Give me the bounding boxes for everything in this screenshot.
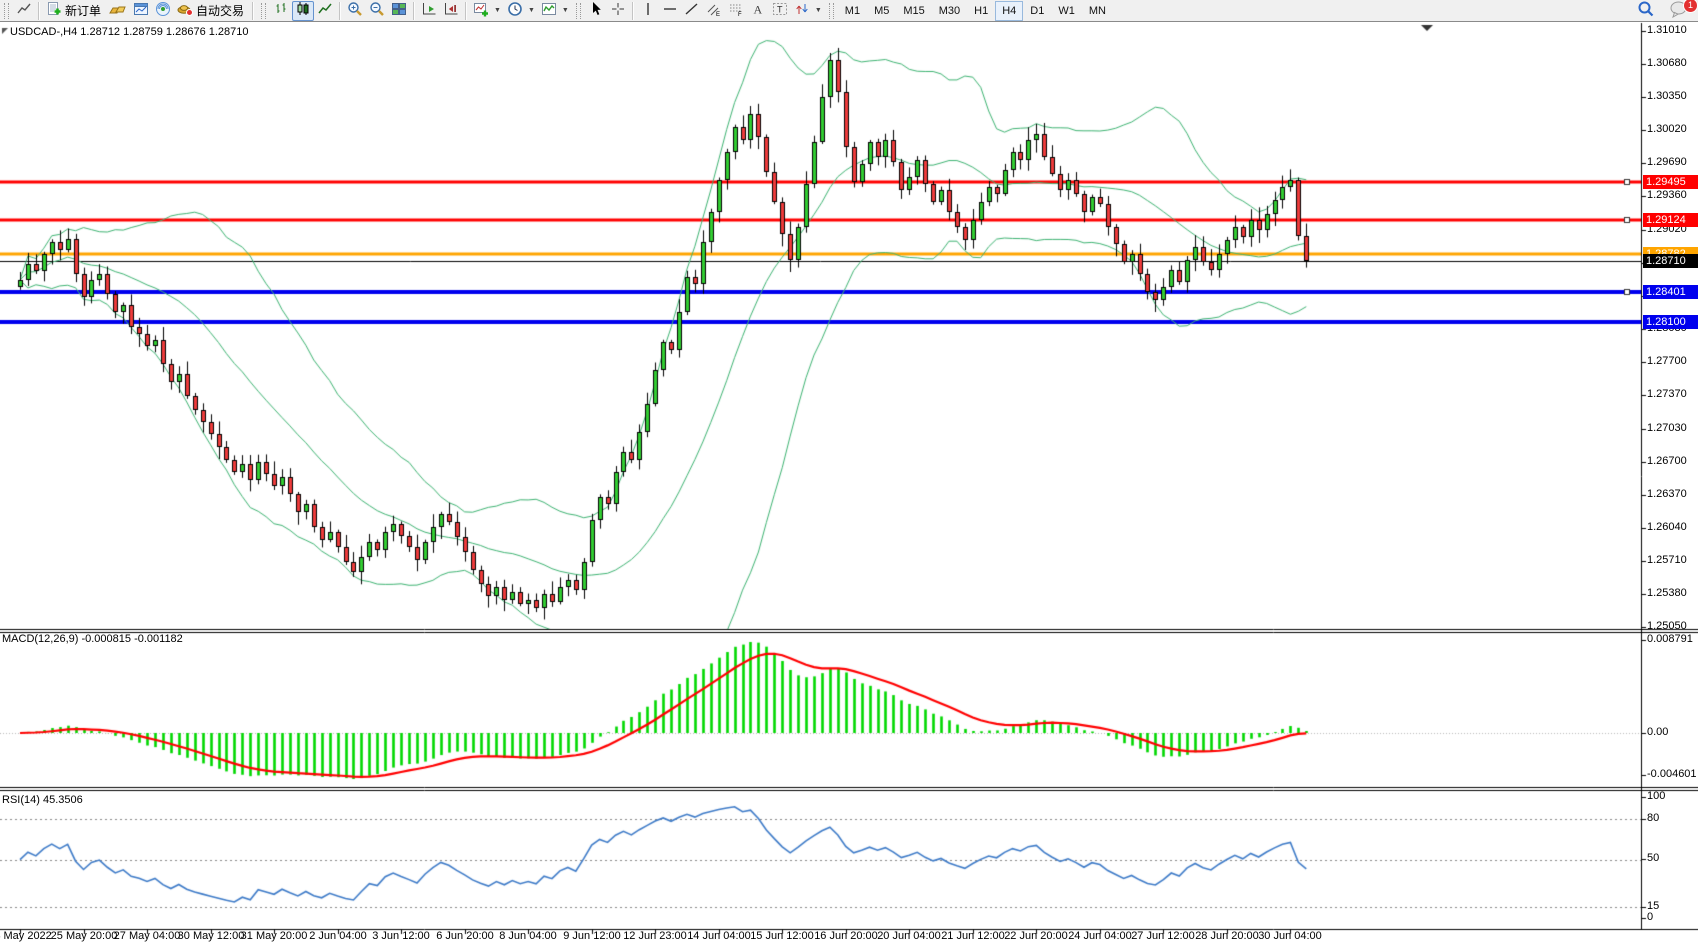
svg-text:E: E xyxy=(716,12,720,17)
search-button[interactable] xyxy=(1634,1,1658,21)
chart-shift-icon xyxy=(443,1,459,20)
candlestick-icon xyxy=(295,1,311,20)
chevron-down-icon: ▼ xyxy=(527,7,535,14)
template-icon xyxy=(541,1,557,20)
line-chart-icon xyxy=(317,1,333,20)
svg-text:T: T xyxy=(777,5,783,15)
time-axis-dragzone[interactable] xyxy=(0,930,1698,942)
channel-icon: E xyxy=(706,1,722,20)
toolbar: 新订单 自动交易 ▼ ▼ ▼ E F A T ▼ M1 M5 M15 M30 H1 H4 D… xyxy=(0,0,1698,22)
templates-button[interactable]: ▼ xyxy=(538,1,572,21)
zoom-in-icon xyxy=(347,1,363,20)
arrows-button[interactable]: ▼ xyxy=(791,1,825,21)
text-icon: A xyxy=(751,1,765,20)
crosshair-button[interactable] xyxy=(607,1,629,21)
tile-windows-icon xyxy=(391,1,407,20)
toolbar-grip[interactable] xyxy=(575,2,581,19)
cursor-button[interactable] xyxy=(585,1,607,21)
zoom-out-button[interactable] xyxy=(366,1,388,21)
toolbar-grip[interactable] xyxy=(4,2,9,19)
timeframe-button-mn[interactable]: MN xyxy=(1082,1,1113,21)
autotrading-label: 自动交易 xyxy=(196,4,245,18)
market-watch-button[interactable] xyxy=(130,1,152,21)
vertical-line-icon xyxy=(640,1,656,20)
timeframe-button-w1[interactable]: W1 xyxy=(1051,1,1082,21)
toolbar-separator xyxy=(252,1,255,20)
timeframe-button-m5[interactable]: M5 xyxy=(867,1,896,21)
search-icon xyxy=(1637,0,1655,21)
equidistant-channel-button[interactable]: E xyxy=(703,1,725,21)
timeframe-button-m1[interactable]: M1 xyxy=(838,1,867,21)
autotrading-icon xyxy=(177,1,194,20)
toolbar-separator xyxy=(339,1,342,20)
candlestick-button[interactable] xyxy=(292,0,315,21)
indicators-add-icon xyxy=(473,1,489,20)
notification-count-badge: 1 xyxy=(1683,0,1698,13)
autotrading-button[interactable]: 自动交易 xyxy=(174,1,249,21)
vertical-line-button[interactable] xyxy=(637,1,659,21)
ohlc-bars-icon xyxy=(273,1,289,20)
toolbar-separator xyxy=(631,1,634,20)
trendline-icon xyxy=(684,1,700,20)
timeframe-button-h4[interactable]: H4 xyxy=(995,0,1024,21)
toolbar-grip[interactable] xyxy=(261,2,267,19)
fibonacci-button[interactable]: F xyxy=(725,1,747,21)
new-order-label: 新订单 xyxy=(65,4,102,18)
new-order-button[interactable]: 新订单 xyxy=(43,1,106,21)
price-axis-dragzone[interactable] xyxy=(1642,23,1698,929)
chart-mini-icon xyxy=(16,1,32,20)
chevron-down-icon: ▼ xyxy=(561,7,569,14)
text-label-icon: T xyxy=(772,1,788,20)
trendline-button[interactable] xyxy=(681,1,703,21)
toolbar-separator xyxy=(465,1,468,20)
text-label-button[interactable]: T xyxy=(769,1,791,21)
chart-window-icon xyxy=(133,1,149,20)
timeframe-button-m15[interactable]: M15 xyxy=(896,1,931,21)
cursor-arrow-icon xyxy=(588,1,604,20)
crosshair-icon xyxy=(610,1,626,20)
ohlc-bars-button[interactable] xyxy=(270,1,292,21)
fibonacci-icon: F xyxy=(728,1,744,20)
toolbar-grip[interactable] xyxy=(828,2,834,19)
text-button[interactable]: A xyxy=(747,1,769,21)
chat-bubble-icon xyxy=(1669,0,1689,21)
signal-icon xyxy=(155,1,171,20)
notifications-button[interactable] xyxy=(1666,1,1692,21)
line-chart-button[interactable] xyxy=(314,1,336,21)
toolbar-separator xyxy=(413,1,416,20)
chart-shift-button[interactable] xyxy=(440,1,462,21)
svg-text:A: A xyxy=(753,3,762,17)
new-order-icon xyxy=(46,1,62,20)
signals-button[interactable] xyxy=(152,1,174,21)
tile-windows-button[interactable] xyxy=(388,1,410,21)
timeframe-button-h1[interactable]: H1 xyxy=(967,1,995,21)
chevron-down-icon: ▼ xyxy=(494,7,501,14)
zoom-out-icon xyxy=(369,1,385,20)
svg-text:F: F xyxy=(738,12,742,17)
periods-button[interactable]: ▼ xyxy=(504,1,538,21)
horizontal-line-icon xyxy=(662,1,678,20)
auto-scroll-icon xyxy=(421,1,437,20)
indicators-button[interactable]: ▼ xyxy=(470,1,504,21)
chevron-down-icon: ▼ xyxy=(814,7,822,14)
auto-scroll-button[interactable] xyxy=(418,1,440,21)
clock-icon xyxy=(507,1,523,20)
timeframe-group: M1 M5 M15 M30 H1 H4 D1 W1 MN xyxy=(838,0,1113,21)
gold-ingot-icon xyxy=(109,1,127,20)
timeframe-button-d1[interactable]: D1 xyxy=(1023,1,1051,21)
chart-window-button[interactable] xyxy=(13,1,35,21)
timeframe-button-m30[interactable]: M30 xyxy=(932,1,967,21)
zoom-in-button[interactable] xyxy=(344,1,366,21)
arrows-icon xyxy=(794,1,810,20)
horizontal-line-button[interactable] xyxy=(659,1,681,21)
toolbar-separator xyxy=(38,1,40,20)
market-depth-button[interactable] xyxy=(106,1,130,21)
